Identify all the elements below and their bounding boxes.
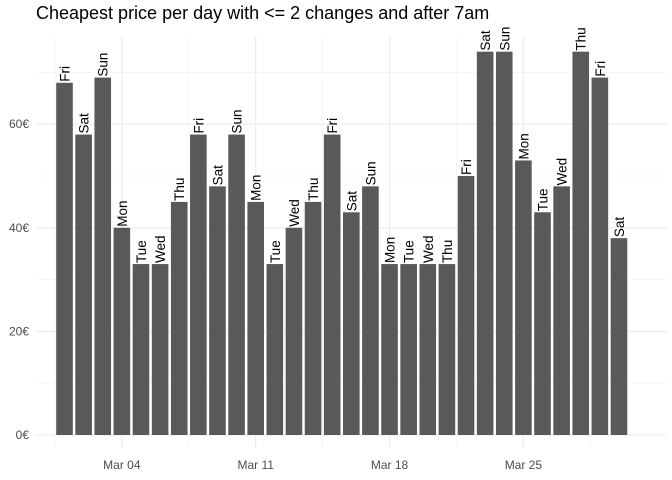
bar-label: Wed	[555, 158, 570, 186]
bar-label: Fri	[325, 118, 340, 134]
bar-label: Sat	[478, 30, 493, 51]
bar	[457, 176, 475, 435]
bar	[495, 51, 513, 436]
x-axis: Mar 04 Mar 11 Mar 18 Mar 25	[103, 458, 542, 472]
bar-label: Sat	[77, 113, 92, 134]
bar-label: Thu	[172, 178, 187, 201]
bar	[247, 201, 264, 435]
bar	[113, 227, 131, 435]
bar	[56, 82, 73, 435]
bar	[170, 201, 188, 435]
bar	[190, 134, 207, 435]
bar-label: Thu	[306, 178, 321, 201]
bar	[151, 264, 169, 435]
x-tick-label: Mar 04	[103, 458, 141, 472]
bar-label: Sun	[96, 53, 111, 77]
bar	[591, 77, 609, 435]
bar	[381, 264, 398, 435]
bar-label: Sat	[612, 217, 627, 238]
bar-label: Tue	[268, 240, 283, 263]
bar-label: Thu	[440, 240, 455, 263]
bar	[553, 186, 570, 435]
bar-label: Thu	[574, 27, 589, 50]
bar-label: Wed	[287, 199, 302, 227]
chart-title: Cheapest price per day with <= 2 changes…	[36, 3, 490, 23]
bar	[94, 77, 112, 435]
bar-label: Fri	[593, 61, 608, 77]
bar-label: Mon	[516, 133, 531, 159]
bar	[323, 134, 341, 435]
bar	[285, 227, 303, 435]
bar-label: Tue	[402, 240, 417, 263]
bar	[266, 264, 284, 435]
bars	[56, 51, 628, 436]
bar-label: Fri	[58, 66, 73, 82]
bar-label: Mon	[249, 175, 264, 201]
bar-label: Wed	[421, 236, 436, 264]
bar	[209, 186, 226, 435]
bar-label: Wed	[153, 236, 168, 264]
bar-label: Sun	[497, 27, 512, 51]
bar	[132, 264, 150, 435]
y-tick-label: 40€	[9, 221, 29, 235]
bar	[534, 212, 551, 435]
bar	[515, 160, 532, 435]
bar	[476, 51, 494, 436]
bar-label: Sat	[210, 165, 225, 186]
bar	[572, 51, 590, 436]
bar	[343, 212, 360, 435]
bar	[419, 264, 437, 435]
bar-label: Mon	[383, 237, 398, 263]
bar-label: Sat	[344, 191, 359, 212]
bar	[304, 201, 322, 435]
bar	[438, 264, 456, 435]
x-tick-label: Mar 25	[505, 458, 543, 472]
bar	[228, 134, 245, 435]
y-tick-label: 0€	[16, 428, 30, 442]
y-axis: 0€ 20€ 40€ 60€	[9, 117, 29, 442]
bar	[75, 134, 92, 435]
x-tick-label: Mar 11	[237, 458, 274, 472]
bar	[610, 238, 628, 435]
bar-label: Sun	[230, 110, 245, 134]
bar	[400, 264, 417, 435]
bar-label: Mon	[115, 201, 130, 227]
bar-label: Fri	[191, 118, 206, 134]
x-tick-label: Mar 18	[371, 458, 409, 472]
bar-label: Tue	[536, 188, 551, 211]
bar-labels: Fri Sat Sun Mon Tue Wed Thu Fri Sat Sun Mon Tue Wed T…	[58, 27, 627, 263]
bar-label: Tue	[134, 240, 149, 263]
bar	[362, 186, 379, 435]
bar-label: Fri	[459, 159, 474, 175]
bar-label: Sun	[363, 161, 378, 185]
y-tick-label: 60€	[9, 117, 29, 131]
y-tick-label: 20€	[9, 324, 29, 338]
